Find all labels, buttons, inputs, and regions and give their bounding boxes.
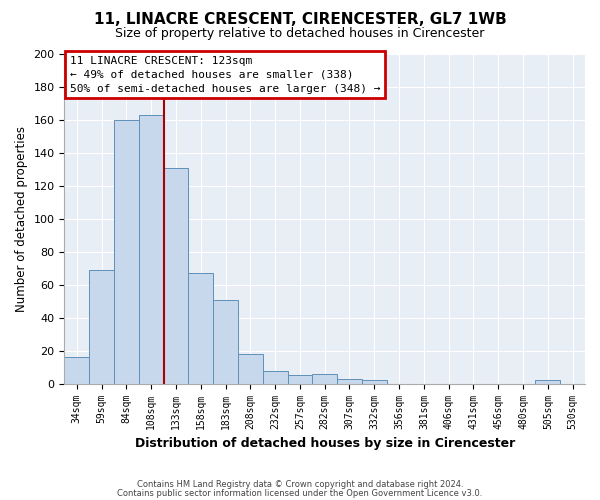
Bar bbox=[337, 378, 362, 384]
Bar bbox=[238, 354, 263, 384]
Text: Contains HM Land Registry data © Crown copyright and database right 2024.: Contains HM Land Registry data © Crown c… bbox=[137, 480, 463, 489]
Bar bbox=[164, 168, 188, 384]
Bar bbox=[263, 370, 287, 384]
Bar bbox=[535, 380, 560, 384]
Bar bbox=[89, 270, 114, 384]
Text: 11, LINACRE CRESCENT, CIRENCESTER, GL7 1WB: 11, LINACRE CRESCENT, CIRENCESTER, GL7 1… bbox=[94, 12, 506, 28]
Bar bbox=[313, 374, 337, 384]
Bar bbox=[188, 273, 213, 384]
Bar bbox=[114, 120, 139, 384]
Bar bbox=[139, 115, 164, 384]
X-axis label: Distribution of detached houses by size in Cirencester: Distribution of detached houses by size … bbox=[134, 437, 515, 450]
Y-axis label: Number of detached properties: Number of detached properties bbox=[15, 126, 28, 312]
Bar bbox=[287, 376, 313, 384]
Bar bbox=[64, 358, 89, 384]
Bar bbox=[362, 380, 386, 384]
Text: Size of property relative to detached houses in Cirencester: Size of property relative to detached ho… bbox=[115, 28, 485, 40]
Bar bbox=[213, 300, 238, 384]
Text: Contains public sector information licensed under the Open Government Licence v3: Contains public sector information licen… bbox=[118, 489, 482, 498]
Text: 11 LINACRE CRESCENT: 123sqm
← 49% of detached houses are smaller (338)
50% of se: 11 LINACRE CRESCENT: 123sqm ← 49% of det… bbox=[70, 56, 380, 94]
